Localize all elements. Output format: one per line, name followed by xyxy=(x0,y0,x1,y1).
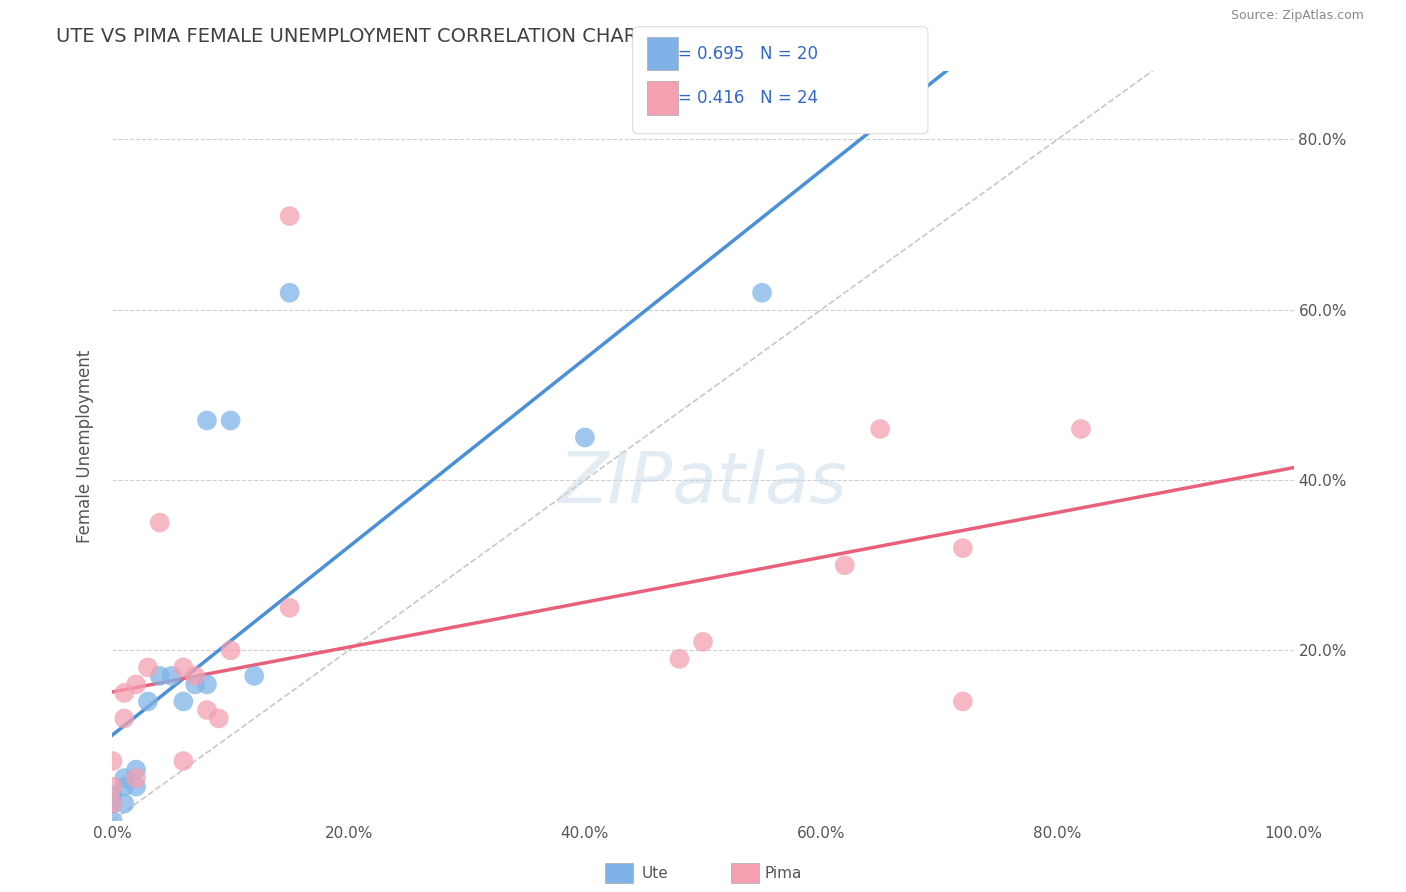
Point xyxy=(101,754,124,768)
Text: R = 0.416   N = 24: R = 0.416 N = 24 xyxy=(661,89,818,107)
Text: R = 0.695   N = 20: R = 0.695 N = 20 xyxy=(661,45,818,62)
Point xyxy=(172,660,194,674)
Point xyxy=(751,285,773,300)
Point xyxy=(184,677,207,691)
Point xyxy=(195,703,218,717)
Point xyxy=(869,422,891,436)
Point xyxy=(136,660,159,674)
Point xyxy=(195,413,218,427)
Text: Ute: Ute xyxy=(641,866,668,880)
Point xyxy=(125,780,148,794)
Point xyxy=(112,771,135,785)
Point xyxy=(692,635,714,649)
Point xyxy=(112,686,135,700)
Point xyxy=(101,788,124,802)
Point xyxy=(1070,422,1092,436)
Point xyxy=(101,814,124,828)
Point xyxy=(184,669,207,683)
Point xyxy=(208,711,231,725)
Text: ZIPatlas: ZIPatlas xyxy=(558,449,848,518)
Point xyxy=(278,600,301,615)
Point xyxy=(172,754,194,768)
Point xyxy=(125,771,148,785)
Point xyxy=(278,209,301,223)
Point xyxy=(112,797,135,811)
Point xyxy=(101,797,124,811)
Point xyxy=(219,643,242,657)
Text: Source: ZipAtlas.com: Source: ZipAtlas.com xyxy=(1230,9,1364,22)
Point xyxy=(278,285,301,300)
Point xyxy=(112,780,135,794)
Point xyxy=(125,763,148,777)
Y-axis label: Female Unemployment: Female Unemployment xyxy=(76,350,94,542)
Point xyxy=(172,694,194,708)
Point xyxy=(195,677,218,691)
Point xyxy=(243,669,266,683)
Point xyxy=(952,541,974,556)
Point xyxy=(149,516,172,530)
Point xyxy=(112,711,135,725)
Point xyxy=(136,694,159,708)
Point xyxy=(101,797,124,811)
Point xyxy=(125,677,148,691)
Point xyxy=(574,430,596,444)
Text: Pima: Pima xyxy=(765,866,803,880)
Point xyxy=(149,669,172,683)
Point xyxy=(101,780,124,794)
Text: UTE VS PIMA FEMALE UNEMPLOYMENT CORRELATION CHART: UTE VS PIMA FEMALE UNEMPLOYMENT CORRELAT… xyxy=(56,27,648,45)
Point xyxy=(834,558,856,573)
Point xyxy=(219,413,242,427)
Point xyxy=(668,652,690,666)
Point xyxy=(952,694,974,708)
Point xyxy=(160,669,183,683)
